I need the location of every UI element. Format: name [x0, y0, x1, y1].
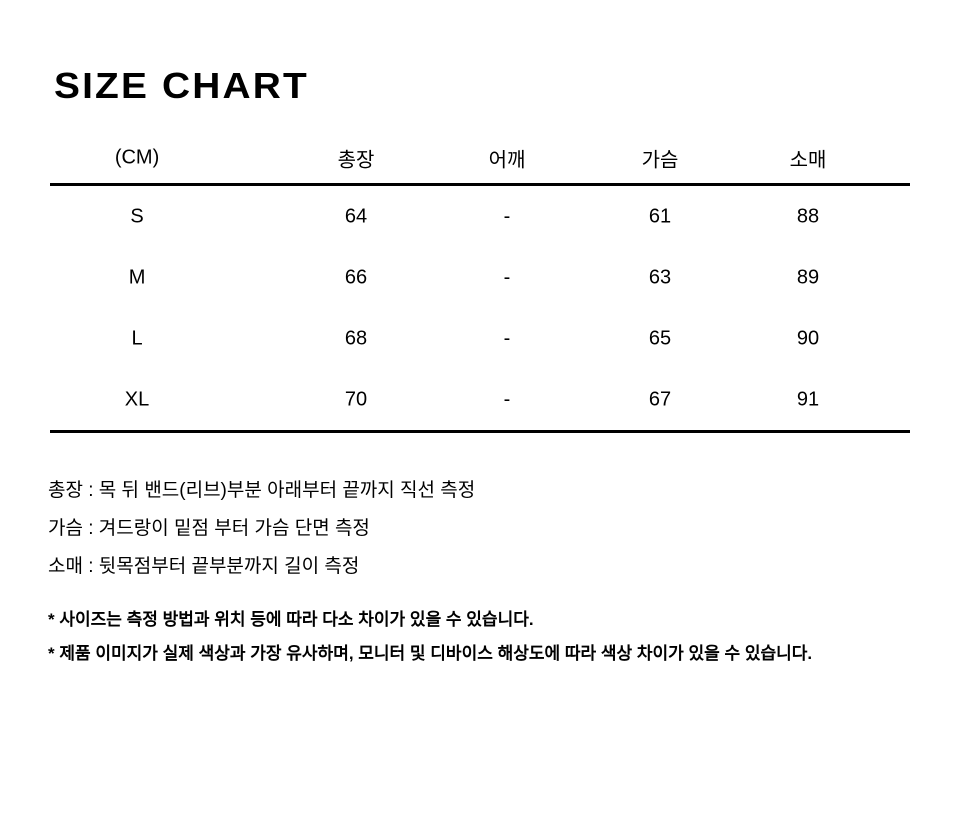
- table-top-rule: [50, 183, 910, 186]
- value-total-length: 66: [344, 266, 368, 288]
- value-total-length: 70: [344, 388, 368, 410]
- page-title: SIZE CHART: [54, 65, 309, 107]
- column-header-sleeve: 소매: [789, 149, 827, 171]
- table-row: M 66 - 63 89: [50, 247, 910, 308]
- column-header-total-length: 총장: [337, 149, 375, 171]
- measurement-notes: 총장 : 목 뒤 밴드(리브)부분 아래부터 끝까지 직선 측정 가슴 : 겨드…: [48, 472, 475, 586]
- note-chest: 가슴 : 겨드랑이 밑점 부터 가슴 단면 측정: [48, 518, 370, 539]
- column-header-shoulder: 어깨: [488, 149, 526, 171]
- value-shoulder: -: [503, 327, 511, 349]
- size-label: S: [130, 205, 144, 227]
- unit-label: (CM): [114, 146, 160, 168]
- value-sleeve: 90: [796, 327, 820, 349]
- value-sleeve: 89: [796, 266, 820, 288]
- value-chest: 67: [648, 388, 672, 410]
- size-label: L: [131, 327, 143, 349]
- disclaimer-size-variance: * 사이즈는 측정 방법과 위치 등에 따라 다소 차이가 있을 수 있습니다.: [48, 610, 534, 629]
- value-shoulder: -: [503, 388, 511, 410]
- table-header-row: (CM) 총장 어깨 가슴 소매: [50, 132, 910, 183]
- size-label: M: [128, 266, 146, 288]
- column-header-chest: 가슴: [641, 149, 679, 171]
- disclaimer-color-variance: * 제품 이미지가 실제 색상과 가장 유사하며, 모니터 및 디바이스 해상도…: [48, 644, 813, 663]
- note-sleeve: 소매 : 뒷목점부터 끝부분까지 길이 측정: [48, 556, 360, 577]
- table-bottom-rule: [50, 430, 910, 433]
- value-shoulder: -: [503, 205, 511, 227]
- value-chest: 61: [648, 205, 672, 227]
- table-row: L 68 - 65 90: [50, 308, 910, 369]
- value-chest: 63: [648, 266, 672, 288]
- value-total-length: 68: [344, 327, 368, 349]
- value-chest: 65: [648, 327, 672, 349]
- table-row: S 64 - 61 88: [50, 186, 910, 247]
- value-total-length: 64: [344, 205, 368, 227]
- disclaimers: * 사이즈는 측정 방법과 위치 등에 따라 다소 차이가 있을 수 있습니다.…: [48, 603, 812, 671]
- value-sleeve: 91: [796, 388, 820, 410]
- size-chart-table: (CM) 총장 어깨 가슴 소매 S 64 - 61 88 M 66 - 63 …: [50, 132, 910, 433]
- value-sleeve: 88: [796, 205, 820, 227]
- table-row: XL 70 - 67 91: [50, 369, 910, 430]
- size-label: XL: [124, 388, 150, 410]
- value-shoulder: -: [503, 266, 511, 288]
- note-total-length: 총장 : 목 뒤 밴드(리브)부분 아래부터 끝까지 직선 측정: [48, 480, 476, 501]
